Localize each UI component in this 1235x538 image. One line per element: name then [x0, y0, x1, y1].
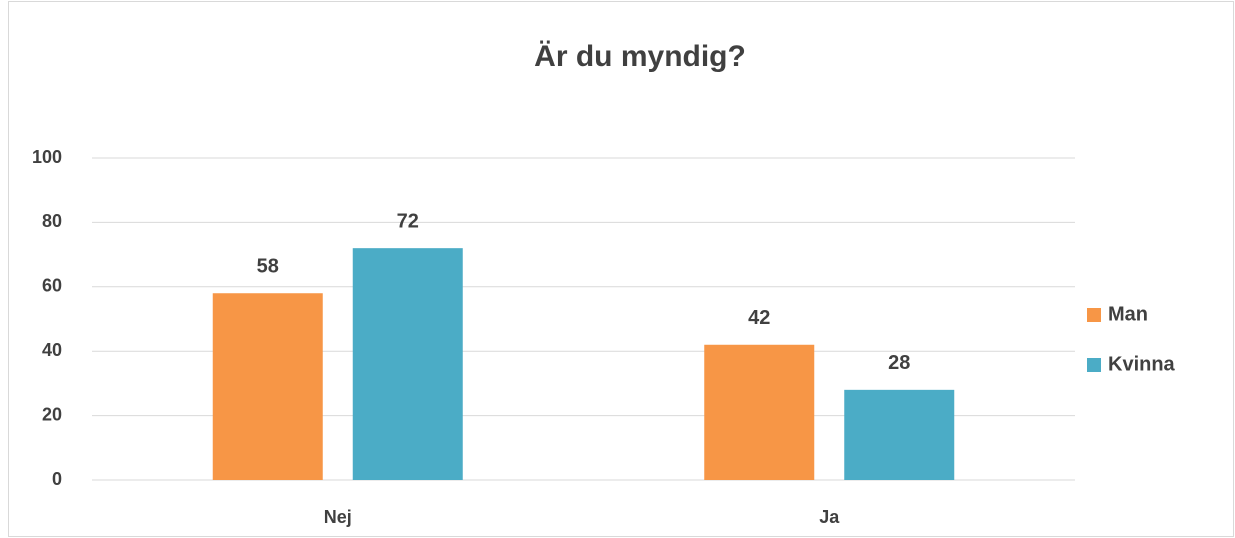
- data-label: 72: [397, 210, 419, 232]
- y-tick-label: 0: [52, 469, 62, 489]
- x-tick-label: Ja: [819, 507, 840, 527]
- chart-title: Är du myndig?: [534, 40, 746, 73]
- legend-label: Man: [1108, 303, 1148, 325]
- legend-swatch: [1087, 308, 1101, 322]
- x-tick-label: Nej: [324, 507, 352, 527]
- y-tick-label: 20: [42, 404, 62, 424]
- bar: [352, 248, 463, 480]
- y-tick-label: 100: [32, 147, 62, 167]
- data-label: 28: [888, 352, 910, 374]
- y-tick-label: 80: [42, 211, 62, 231]
- data-label: 58: [257, 256, 279, 278]
- y-tick-label: 40: [42, 340, 62, 360]
- y-tick-label: 60: [42, 276, 62, 296]
- data-label: 42: [748, 307, 770, 329]
- bar: [704, 344, 815, 480]
- chart-frame: [8, 1, 1234, 537]
- legend-swatch: [1087, 358, 1101, 372]
- legend-label: Kvinna: [1108, 353, 1176, 375]
- bar: [844, 389, 955, 480]
- bar: [212, 293, 323, 480]
